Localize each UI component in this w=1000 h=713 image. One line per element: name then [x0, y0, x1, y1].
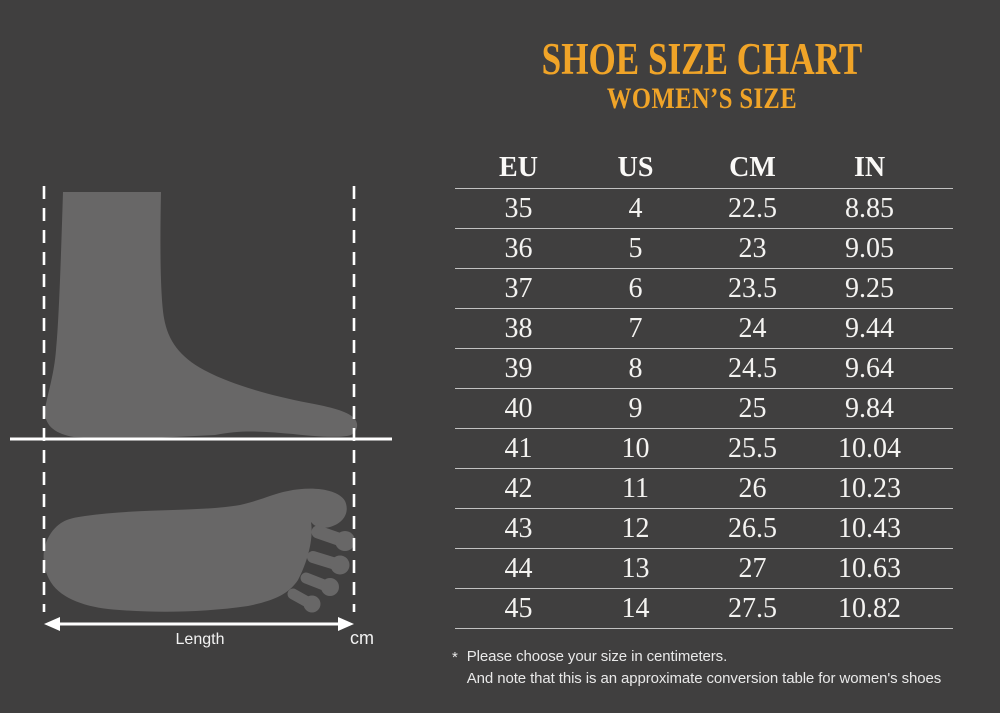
- side-foot-silhouette: [44, 192, 358, 439]
- foot-measurement-diagram: Length cm: [10, 186, 392, 648]
- table-cell: 25: [738, 392, 767, 424]
- table-cell: 7: [628, 312, 643, 344]
- table-cell: 12: [621, 512, 650, 544]
- table-cell: 6: [628, 272, 643, 304]
- table-cell: 45: [504, 592, 533, 624]
- table-cell: 9.05: [845, 232, 894, 264]
- table-cell: 44: [504, 552, 533, 584]
- table-cell: 9.25: [845, 272, 894, 304]
- table-row: 37 6 23.5 9.25: [455, 269, 953, 309]
- table-cell: 13: [621, 552, 650, 584]
- table-cell: 14: [621, 592, 650, 624]
- table-row: 39 8 24.5 9.64: [455, 349, 953, 389]
- table-cell: 4: [628, 192, 643, 224]
- table-row: 36 5 23 9.05: [455, 229, 953, 269]
- table-cell: 24.5: [728, 352, 777, 384]
- table-cell: 11: [622, 472, 649, 504]
- column-header-in: IN: [853, 152, 886, 183]
- table-cell: 9: [628, 392, 643, 424]
- table-cell: 10.63: [838, 552, 901, 584]
- table-row: 35 4 22.5 8.85: [455, 189, 953, 229]
- table-cell: 22.5: [728, 192, 777, 224]
- table-cell: 43: [504, 512, 533, 544]
- length-label: Length: [176, 631, 225, 648]
- table-cell: 8: [628, 352, 643, 384]
- cm-label: cm: [350, 628, 374, 648]
- page-subtitle: WOMEN’S SIZE: [606, 82, 798, 115]
- table-cell: 41: [504, 432, 533, 464]
- table-row: 42 11 26 10.23: [455, 469, 953, 509]
- table-cell: 10.04: [838, 432, 901, 464]
- table-cell: 9.44: [845, 312, 894, 344]
- table-cell: 8.85: [845, 192, 894, 224]
- footnote-text: Please choose your size in centimeters. …: [467, 646, 941, 689]
- table-row: 45 14 27.5 10.82: [455, 589, 953, 629]
- table-cell: 9.64: [845, 352, 894, 384]
- table-row: 40 9 25 9.84: [455, 389, 953, 429]
- footnote-line-2: And note that this is an approximate con…: [466, 669, 942, 687]
- page-title: SHOE SIZE CHART: [541, 34, 863, 84]
- table-row: 41 10 25.5 10.04: [455, 429, 953, 469]
- table-row: 38 7 24 9.44: [455, 309, 953, 349]
- table-header-row: EU US CM IN: [455, 148, 953, 189]
- table-cell: 38: [504, 312, 533, 344]
- table-cell: 10.82: [838, 592, 901, 624]
- table-cell: 37: [504, 272, 533, 304]
- table-cell: 40: [504, 392, 533, 424]
- table-cell: 26: [738, 472, 767, 504]
- column-header-us: US: [617, 152, 654, 183]
- table-cell: 9.84: [845, 392, 894, 424]
- table-cell: 24: [738, 312, 767, 344]
- size-table: EU US CM IN 35 4 22.5 8.85 36 5 23 9.05 37 6 23.5 9…: [455, 148, 953, 629]
- table-cell: 10.23: [838, 472, 901, 504]
- table-cell: 39: [504, 352, 533, 384]
- table-body: 35 4 22.5 8.85 36 5 23 9.05 37 6 23.5 9.25 38 7 24 9.44…: [455, 189, 953, 629]
- table-cell: 27: [738, 552, 767, 584]
- table-cell: 25.5: [728, 432, 777, 464]
- footnote-marker: *: [452, 649, 458, 666]
- table-cell: 23: [738, 232, 767, 264]
- column-header-cm: CM: [729, 152, 776, 183]
- table-cell: 10: [621, 432, 650, 464]
- footprint-silhouette: [43, 488, 347, 612]
- footprint-toes: [287, 525, 355, 613]
- table-cell: 23.5: [728, 272, 777, 304]
- table-cell: 42: [504, 472, 533, 504]
- table-cell: 10.43: [838, 512, 901, 544]
- footnote-line-1: Please choose your size in centimeters.: [466, 648, 728, 665]
- table-cell: 35: [504, 192, 533, 224]
- table-row: 43 12 26.5 10.43: [455, 509, 953, 549]
- table-cell: 5: [628, 232, 643, 264]
- table-cell: 27.5: [728, 592, 777, 624]
- table-row: 44 13 27 10.63: [455, 549, 953, 589]
- length-arrow: [44, 617, 354, 631]
- footnote: * Please choose your size in centimeters…: [452, 646, 941, 689]
- table-cell: 26.5: [728, 512, 777, 544]
- column-header-eu: EU: [499, 152, 538, 183]
- table-cell: 36: [504, 232, 533, 264]
